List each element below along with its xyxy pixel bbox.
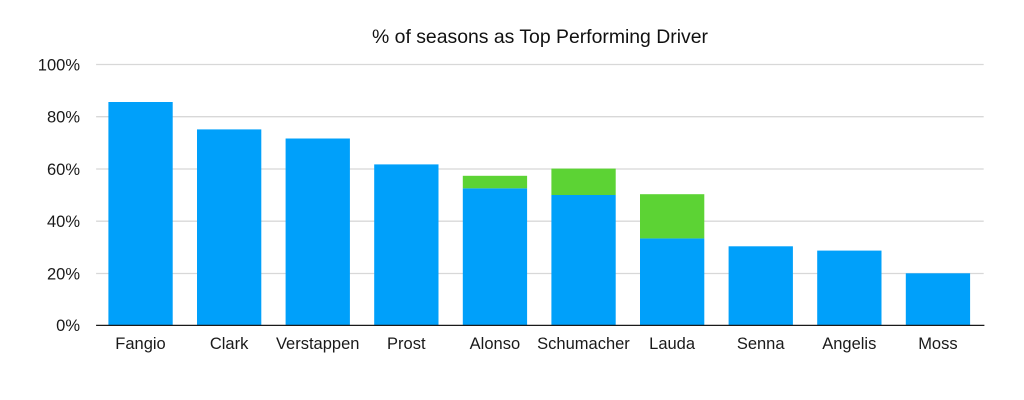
- svg-text:Angelis: Angelis: [822, 335, 876, 353]
- svg-text:Senna: Senna: [737, 335, 786, 353]
- svg-text:Clark: Clark: [210, 335, 249, 353]
- svg-text:40%: 40%: [47, 213, 80, 231]
- svg-text:20%: 20%: [47, 265, 80, 283]
- svg-text:Moss: Moss: [918, 335, 957, 353]
- svg-text:0%: 0%: [56, 317, 80, 335]
- svg-text:80%: 80%: [47, 109, 80, 127]
- svg-text:Verstappen: Verstappen: [276, 335, 359, 353]
- svg-text:% of seasons as Top Performing: % of seasons as Top Performing Driver: [372, 26, 708, 48]
- svg-text:Alonso: Alonso: [470, 335, 520, 353]
- svg-text:100%: 100%: [38, 57, 81, 75]
- svg-text:Prost: Prost: [387, 335, 426, 353]
- svg-text:60%: 60%: [47, 161, 80, 179]
- svg-text:Lauda: Lauda: [649, 335, 696, 353]
- svg-text:Schumacher: Schumacher: [537, 335, 630, 353]
- svg-text:Fangio: Fangio: [115, 335, 165, 353]
